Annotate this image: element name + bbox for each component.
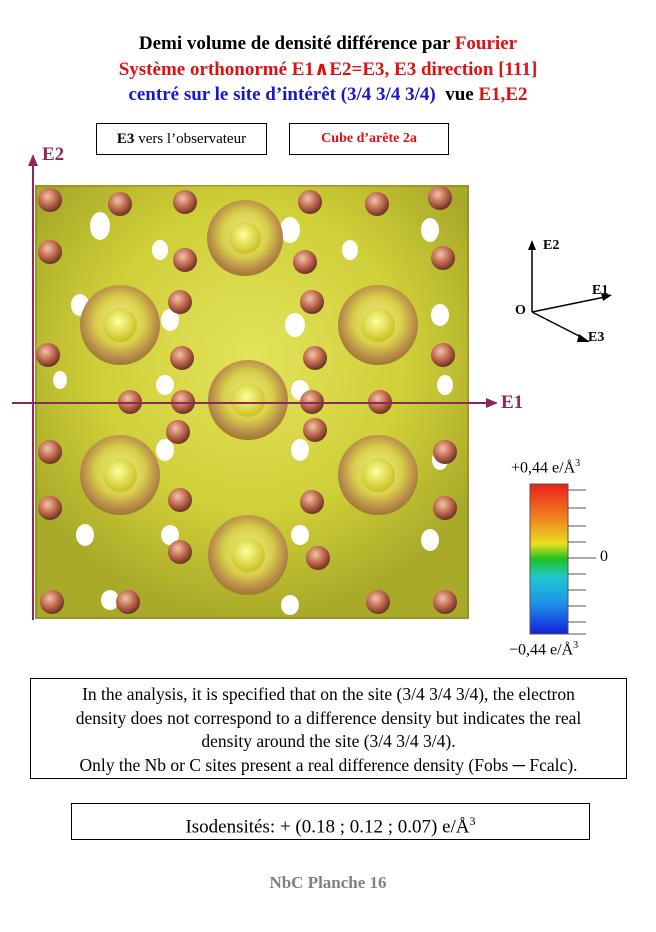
colorbar-min-label: −0,44 e/Å3 (509, 640, 578, 659)
title-line-3-axes: E1,E2 (478, 84, 528, 105)
colorbar-ticks (568, 489, 596, 635)
axis-triad (528, 240, 612, 342)
e2-axis-label: E2 (42, 144, 65, 165)
triad-e2-arrow (528, 240, 536, 250)
page-footer: NbC Planche 16 (269, 873, 387, 892)
isodensity-box: Isodensités: + (0.18 ; 0.12 ; 0.07) e/Å3 (71, 803, 590, 840)
note-line-3: density around the site (3/4 3/4 3/4). (201, 731, 456, 751)
title-line-3: centré sur le site d’intérêt (3/4 3/4 3/… (0, 82, 656, 107)
title-line-1-text: Demi volume de densité différence par (138, 33, 451, 54)
e1-axis-label: E1 (501, 392, 524, 413)
note-line-2: density does not correspond to a differe… (75, 707, 582, 728)
density-map (12, 154, 498, 620)
triad-e3-line (531, 311, 584, 339)
triad-e1-line (531, 296, 606, 313)
triad-origin-label: O (515, 303, 526, 318)
e1-axis-arrow (486, 398, 498, 408)
colorbar-max-exp: 3 (575, 458, 581, 469)
triad-e1-arrow (601, 293, 612, 301)
colorbar-gradient (529, 483, 569, 635)
title-line-2: Système orthonormé E1∧E2=E3, E3 directio… (118, 59, 538, 80)
e3-direction-tag: E3 vers l’observateur (96, 123, 267, 155)
surface-holes (53, 212, 453, 615)
e2-axis-arrow (28, 154, 38, 166)
colorbar-max-text: +0,44 e/Å (511, 459, 576, 477)
triad-e3-label: E3 (588, 330, 605, 345)
isodensity-exp: 3 (469, 814, 476, 828)
e3-tag-text: vers l’observateur (134, 131, 247, 147)
colorbar-max-label: +0,44 e/Å3 (511, 458, 580, 477)
title-line-1: Demi volume de densité différence par Fo… (0, 31, 656, 56)
density-shells (80, 200, 418, 595)
title-line-3-view: vue (445, 84, 474, 105)
triad-e3-arrow (577, 334, 590, 342)
isodensity-text: Isodensités: + (0.18 ; 0.12 ; 0.07) e/Å (185, 816, 470, 838)
triad-e1-label: E1 (592, 283, 609, 298)
note-line-1: In the analysis, it is specified that on… (82, 684, 575, 704)
colorbar-min-exp: 3 (573, 640, 579, 651)
title-line-3-text: centré sur le site d’intérêt (3/4 3/4 3/… (128, 84, 436, 105)
axes (12, 154, 498, 620)
colorbar-zero-label: 0 (600, 548, 608, 565)
triad-e2-label: E2 (543, 238, 560, 253)
note-line-4: Only the Nb or C sites present a real di… (79, 754, 578, 775)
cube-edge-tag: Cube d’arête 2a (289, 123, 449, 155)
atoms (36, 186, 457, 614)
colorbar (529, 483, 596, 635)
e3-tag-bold: E3 (116, 131, 135, 147)
analysis-note: In the analysis, it is specified that on… (30, 678, 627, 779)
colorbar-min-text: −0,44 e/Å (509, 641, 574, 659)
title-line-1-highlight: Fourier (454, 33, 518, 54)
